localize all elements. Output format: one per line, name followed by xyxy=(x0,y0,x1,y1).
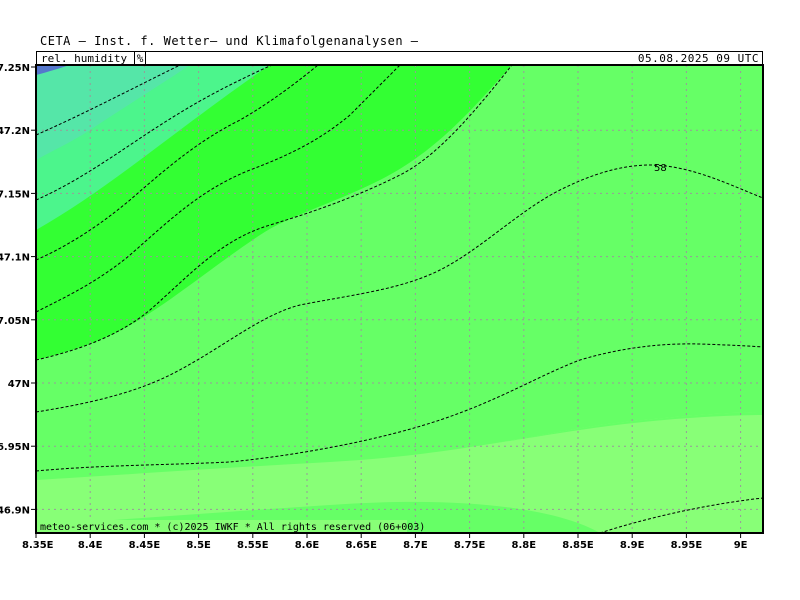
lon-tick-label: 8.65E xyxy=(345,540,377,551)
lon-tick-label: 8.8E xyxy=(512,540,537,551)
lat-tick-label: 47.2N xyxy=(0,126,30,137)
lat-tick-label: 46.9N xyxy=(0,505,30,516)
band-lightest-lower xyxy=(36,415,763,533)
lon-tick-label: 8.55E xyxy=(237,540,269,551)
band-cyan xyxy=(36,65,190,160)
lon-tick-label: 8.35E xyxy=(22,540,54,551)
graticule xyxy=(36,65,763,533)
humidity-fill-layer xyxy=(36,65,763,533)
contour-line xyxy=(36,65,401,313)
valid-datetime: 05.08.2025 09 UTC xyxy=(637,52,759,65)
contour-layer xyxy=(36,65,763,533)
lat-tick-label: 7.25N xyxy=(0,63,30,74)
parameter-unit: % xyxy=(133,51,147,66)
lat-tick-label: 6.95N xyxy=(0,442,30,453)
lon-tick-label: 8.4E xyxy=(78,540,103,551)
contour-line xyxy=(599,497,763,533)
contour-value-label: 58 xyxy=(654,163,667,174)
copyright-bg xyxy=(37,520,407,532)
lat-tick-label: 47.1N xyxy=(0,253,30,264)
plot-frame xyxy=(35,64,764,534)
lon-tick-label: 8.45E xyxy=(129,540,161,551)
lon-tick-label: 9E xyxy=(734,540,748,551)
lon-tick-label: 8.85E xyxy=(562,540,594,551)
band-blue xyxy=(36,65,70,75)
lon-tick-label: 8.9E xyxy=(620,540,645,551)
header-bar: rel. humidity % 05.08.2025 09 UTC xyxy=(36,51,763,66)
latitude-axis: 7.25N 47.2N 7.15N 47.1N 7.05N 47N 6.95N 46.9N xyxy=(0,63,36,516)
contour-line xyxy=(36,343,763,472)
copyright-text: meteo-services.com * (c)2025 IWKF * All … xyxy=(40,522,425,533)
contour-line xyxy=(36,65,513,361)
lon-tick-label: 8.95E xyxy=(671,540,703,551)
contour-line xyxy=(36,65,319,261)
parameter-name: rel. humidity xyxy=(41,52,128,65)
longitude-axis: 8.35E 8.4E 8.45E 8.5E 8.55E 8.6E 8.65E 8.7E 8.75… xyxy=(22,533,748,551)
lon-tick-label: 8.6E xyxy=(295,540,320,551)
lat-tick-label: 47N xyxy=(8,379,30,390)
lat-tick-label: 7.15N xyxy=(0,189,30,200)
contour-line xyxy=(36,65,273,201)
lat-tick-label: 7.05N xyxy=(0,316,30,327)
chart-title: CETA — Inst. f. Wetter— und Klimafolgena… xyxy=(40,34,419,48)
parameter-label: rel. humidity % xyxy=(41,51,147,66)
lon-tick-label: 8.7E xyxy=(403,540,428,551)
contour-line xyxy=(36,164,763,413)
lon-tick-label: 8.75E xyxy=(454,540,486,551)
lon-tick-label: 8.5E xyxy=(186,540,211,551)
